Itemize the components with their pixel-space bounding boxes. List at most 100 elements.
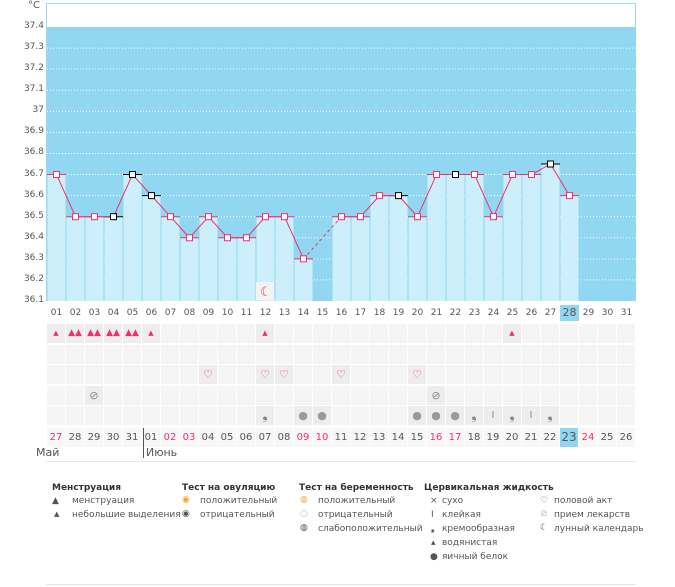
date-label[interactable]: 12: [351, 428, 369, 447]
cervical-cell[interactable]: [47, 406, 65, 425]
cervical-cell[interactable]: [85, 406, 103, 425]
menstruation-cell[interactable]: [180, 324, 198, 343]
ovulation-cell[interactable]: [85, 344, 103, 364]
temperature-point[interactable]: [433, 171, 440, 179]
medication-cell[interactable]: [617, 385, 635, 405]
day-label[interactable]: 26: [525, 308, 538, 318]
date-label[interactable]: 30: [104, 428, 122, 447]
date-label[interactable]: 05: [218, 428, 236, 447]
menstruation-cell[interactable]: [237, 324, 255, 343]
menstruation-cell[interactable]: [427, 324, 445, 343]
temperature-point[interactable]: [528, 171, 535, 179]
temperature-point[interactable]: [281, 213, 288, 221]
cervical-cell[interactable]: [332, 406, 350, 425]
medication-cell[interactable]: [47, 385, 65, 405]
medication-cell[interactable]: [237, 385, 255, 405]
cervical-cell[interactable]: [237, 406, 255, 425]
medication-cell[interactable]: [579, 385, 597, 405]
menstruation-cell[interactable]: ▲: [256, 324, 274, 343]
cervical-cell[interactable]: [598, 406, 616, 425]
medication-cell[interactable]: [446, 385, 464, 405]
ovulation-cell[interactable]: [199, 344, 217, 364]
date-label[interactable]: 20: [503, 428, 521, 447]
date-label[interactable]: 03: [180, 428, 198, 447]
ovulation-cell[interactable]: [541, 344, 559, 364]
menstruation-cell[interactable]: [465, 324, 483, 343]
day-label[interactable]: 21: [430, 308, 443, 318]
menstruation-cell[interactable]: [484, 324, 502, 343]
intercourse-cell[interactable]: ♡: [256, 365, 274, 384]
ovulation-cell[interactable]: [617, 344, 635, 364]
cervical-cell[interactable]: [123, 406, 141, 425]
date-label[interactable]: 16: [427, 428, 445, 447]
intercourse-cell[interactable]: ♡: [332, 365, 350, 384]
medication-cell[interactable]: [199, 385, 217, 405]
medication-cell[interactable]: [560, 385, 578, 405]
ovulation-cell[interactable]: [256, 344, 274, 364]
date-label[interactable]: 26: [617, 428, 635, 447]
date-label[interactable]: 25: [598, 428, 616, 447]
intercourse-cell[interactable]: [237, 365, 255, 384]
intercourse-cell[interactable]: [598, 365, 616, 384]
medication-cell[interactable]: [66, 385, 84, 405]
day-label[interactable]: 22: [449, 308, 462, 318]
ovulation-cell[interactable]: [503, 344, 521, 364]
intercourse-cell[interactable]: [465, 365, 483, 384]
cervical-cell[interactable]: [199, 406, 217, 425]
medication-cell[interactable]: [142, 385, 160, 405]
menstruation-cell[interactable]: [446, 324, 464, 343]
intercourse-cell[interactable]: [427, 365, 445, 384]
day-label[interactable]: 16: [335, 308, 348, 318]
day-label[interactable]: 11: [240, 308, 253, 318]
ovulation-cell[interactable]: [408, 344, 426, 364]
menstruation-cell[interactable]: [351, 324, 369, 343]
intercourse-cell[interactable]: [123, 365, 141, 384]
intercourse-cell[interactable]: [47, 365, 65, 384]
temperature-point[interactable]: [243, 234, 250, 242]
date-label[interactable]: 29: [85, 428, 103, 447]
cervical-cell[interactable]: ●: [427, 406, 445, 425]
temperature-point[interactable]: [357, 213, 364, 221]
date-label[interactable]: 15: [408, 428, 426, 447]
day-label[interactable]: 18: [373, 308, 386, 318]
cervical-cell[interactable]: [389, 406, 407, 425]
day-label[interactable]: 10: [221, 308, 234, 318]
cervical-cell[interactable]: [104, 406, 122, 425]
medication-cell[interactable]: [465, 385, 483, 405]
intercourse-cell[interactable]: [503, 365, 521, 384]
day-label[interactable]: 25: [506, 308, 519, 318]
date-label[interactable]: 21: [522, 428, 540, 447]
menstruation-cell[interactable]: ▲▲: [123, 324, 141, 343]
temperature-point[interactable]: [148, 192, 155, 200]
day-label[interactable]: 07: [164, 308, 177, 318]
intercourse-cell[interactable]: [617, 365, 635, 384]
temperature-point[interactable]: [129, 171, 136, 179]
intercourse-cell[interactable]: [522, 365, 540, 384]
day-label[interactable]: 13: [278, 308, 291, 318]
date-label[interactable]: 02: [161, 428, 179, 447]
ovulation-cell[interactable]: [560, 344, 578, 364]
menstruation-cell[interactable]: ▲▲: [66, 324, 84, 343]
ovulation-cell[interactable]: [313, 344, 331, 364]
day-label[interactable]: 02: [69, 308, 82, 318]
date-label[interactable]: 22: [541, 428, 559, 447]
date-label[interactable]: 31: [123, 428, 141, 447]
menstruation-cell[interactable]: [541, 324, 559, 343]
ovulation-cell[interactable]: [522, 344, 540, 364]
medication-cell[interactable]: [598, 385, 616, 405]
cervical-cell[interactable]: [579, 406, 597, 425]
date-label[interactable]: 01: [142, 428, 160, 447]
ovulation-cell[interactable]: [427, 344, 445, 364]
date-label[interactable]: 13: [370, 428, 388, 447]
temperature-point[interactable]: [91, 213, 98, 221]
medication-cell[interactable]: [332, 385, 350, 405]
ovulation-cell[interactable]: [66, 344, 84, 364]
medication-cell[interactable]: [161, 385, 179, 405]
cervical-cell[interactable]: ❟: [503, 406, 521, 425]
medication-cell[interactable]: [123, 385, 141, 405]
temperature-point[interactable]: [186, 234, 193, 242]
day-label[interactable]: 23: [468, 308, 481, 318]
cervical-cell[interactable]: I: [522, 406, 540, 425]
cervical-cell[interactable]: ●: [408, 406, 426, 425]
day-label[interactable]: 17: [354, 308, 367, 318]
